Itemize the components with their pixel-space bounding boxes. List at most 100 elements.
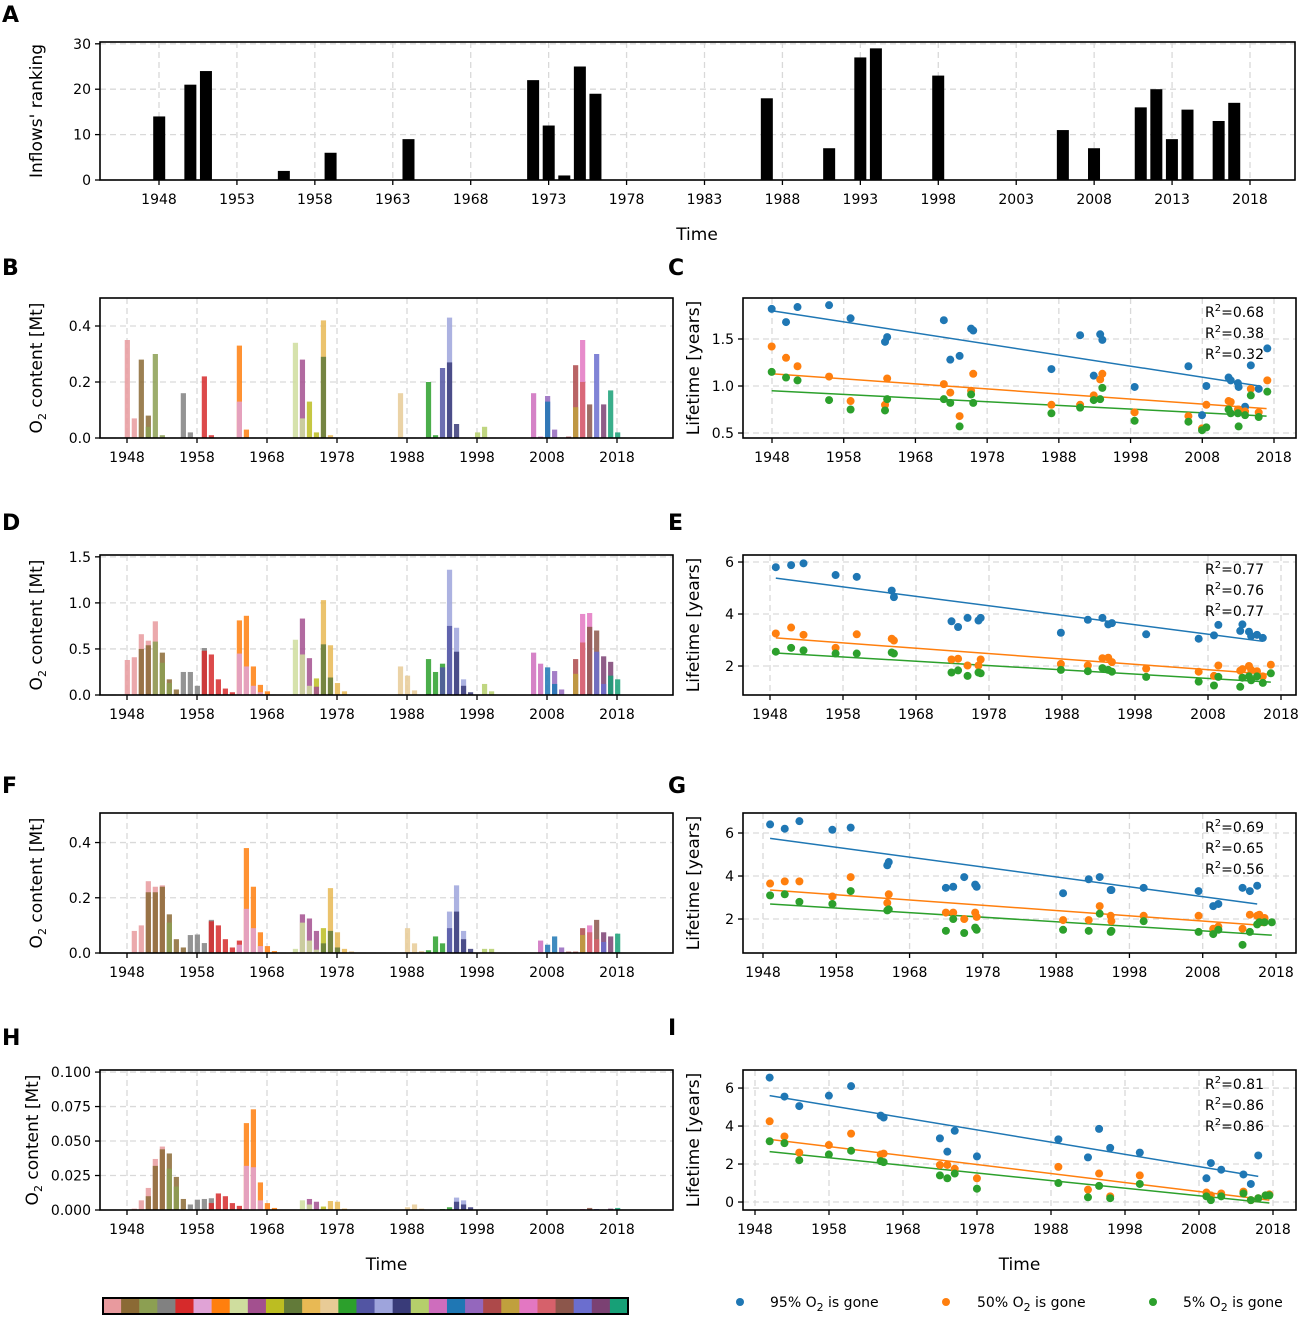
x-tick-label: 1978 — [319, 1222, 355, 1238]
bar-segment — [166, 683, 172, 695]
bar-segment — [145, 645, 151, 695]
data-point — [1214, 925, 1223, 934]
bar — [425, 950, 432, 953]
data-point — [795, 1148, 804, 1157]
data-point — [963, 671, 972, 680]
panel-letter: A — [2, 3, 19, 28]
y-tick-label: 0 — [725, 1195, 734, 1211]
bar — [320, 928, 327, 953]
data-point — [1254, 1151, 1263, 1160]
data-point — [1084, 916, 1093, 925]
x-tick-label: 1988 — [1033, 1222, 1069, 1238]
x-tick-label: 2018 — [599, 965, 635, 981]
bar-segment — [580, 935, 586, 953]
y-axis-label: Inflows' ranking — [27, 44, 47, 178]
bar — [194, 934, 200, 953]
data-point — [766, 879, 775, 888]
data-point — [949, 908, 958, 917]
data-point — [884, 890, 893, 899]
bar-segment — [306, 685, 313, 695]
panel-letter: G — [668, 774, 686, 799]
data-point — [947, 668, 956, 677]
bar — [138, 1200, 144, 1210]
data-point — [1184, 412, 1193, 421]
panel-letter: E — [668, 511, 683, 536]
data-point — [949, 882, 958, 891]
x-tick-label: 1953 — [219, 192, 255, 208]
bar — [488, 691, 495, 695]
data-point — [1236, 682, 1245, 691]
bar-segment — [573, 673, 579, 695]
bar — [187, 432, 193, 438]
colorbar-swatch — [320, 1298, 339, 1314]
bar — [615, 1207, 621, 1210]
x-tick-label: 2008 — [1181, 1222, 1217, 1238]
data-point — [972, 1174, 981, 1183]
x-tick-label: 1968 — [898, 707, 934, 723]
x-tick-label: 1948 — [109, 965, 145, 981]
data-point — [1245, 887, 1254, 896]
axes-frame — [99, 297, 674, 439]
r-squared-label: R2=0.56 — [1205, 860, 1264, 878]
x-tick-label: 1958 — [826, 450, 862, 466]
data-point — [824, 1150, 833, 1159]
plot-area — [131, 1109, 621, 1210]
colorbar-swatch — [591, 1298, 611, 1314]
data-point — [955, 351, 964, 360]
data-point — [1089, 371, 1098, 380]
panel-f: F 1948 1958 1968 1978 1988 1998 2008 2018 0.0 0.2 0… — [2, 774, 674, 981]
bar — [488, 948, 495, 953]
bar — [229, 692, 235, 695]
data-point — [1254, 384, 1263, 393]
data-point — [1139, 917, 1148, 926]
bar — [180, 947, 186, 953]
bar — [552, 671, 558, 695]
data-point — [1107, 926, 1116, 935]
colorbar-swatch — [392, 1298, 412, 1314]
r-squared-label: R2=0.81 — [1205, 1075, 1264, 1093]
y-tick-label: 0.0 — [69, 431, 91, 447]
colorbar-swatch — [284, 1298, 303, 1314]
data-point — [1139, 883, 1148, 892]
data-point — [1236, 626, 1245, 635]
data-point — [939, 380, 948, 389]
panel-a: A 1948 1953 1958 1963 1968 1973 1978 1983 1988 199… — [2, 3, 1296, 245]
bar — [432, 435, 439, 438]
data-point — [1209, 681, 1218, 690]
data-point — [825, 301, 834, 310]
bar — [467, 948, 474, 953]
y-tick-label: 2 — [725, 659, 734, 675]
data-point — [1263, 344, 1272, 353]
legend-label: 5% O2 is gone — [1183, 1295, 1283, 1314]
bar-segment — [236, 401, 242, 438]
data-point — [828, 892, 837, 901]
bar-segment — [453, 1201, 460, 1210]
bar — [760, 98, 773, 180]
y-tick-label: 0.000 — [51, 1203, 91, 1219]
x-tick-label: 2008 — [1185, 965, 1221, 981]
panel-e: E 1948 1958 1968 1978 1988 1998 2008 2018 2 4 6 R2=0… — [668, 511, 1299, 723]
r-squared-label: R2=0.77 — [1205, 560, 1264, 578]
data-point — [1263, 376, 1272, 385]
colorbar-swatch — [193, 1298, 213, 1314]
bar — [264, 1203, 271, 1210]
data-point — [1135, 1148, 1144, 1157]
x-tick-label: 1988 — [389, 965, 425, 981]
bar — [425, 382, 432, 438]
data-point — [1107, 917, 1116, 926]
data-point — [1107, 667, 1116, 676]
r-squared-label: R2=0.77 — [1205, 602, 1264, 620]
data-point — [1194, 911, 1203, 920]
bar — [545, 944, 551, 953]
bar — [439, 943, 446, 953]
bar-segment — [257, 692, 264, 695]
data-point — [1266, 660, 1275, 669]
data-point — [1098, 335, 1107, 344]
data-point — [1083, 667, 1092, 676]
data-point — [954, 666, 963, 675]
data-point — [1107, 658, 1116, 667]
bar — [208, 654, 214, 695]
panel-c: C 1948 1958 1968 1978 1988 1998 2008 2018 0.5 1.0 1… — [668, 256, 1297, 466]
data-point — [1252, 672, 1261, 681]
colorbar-swatch — [139, 1298, 158, 1314]
